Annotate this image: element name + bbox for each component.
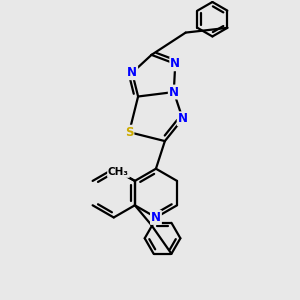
- Text: N: N: [169, 85, 179, 98]
- Text: N: N: [127, 66, 137, 79]
- Text: CH₃: CH₃: [108, 167, 129, 177]
- Text: N: N: [178, 112, 188, 125]
- Text: N: N: [151, 211, 161, 224]
- Text: N: N: [170, 57, 180, 70]
- Text: S: S: [125, 126, 134, 139]
